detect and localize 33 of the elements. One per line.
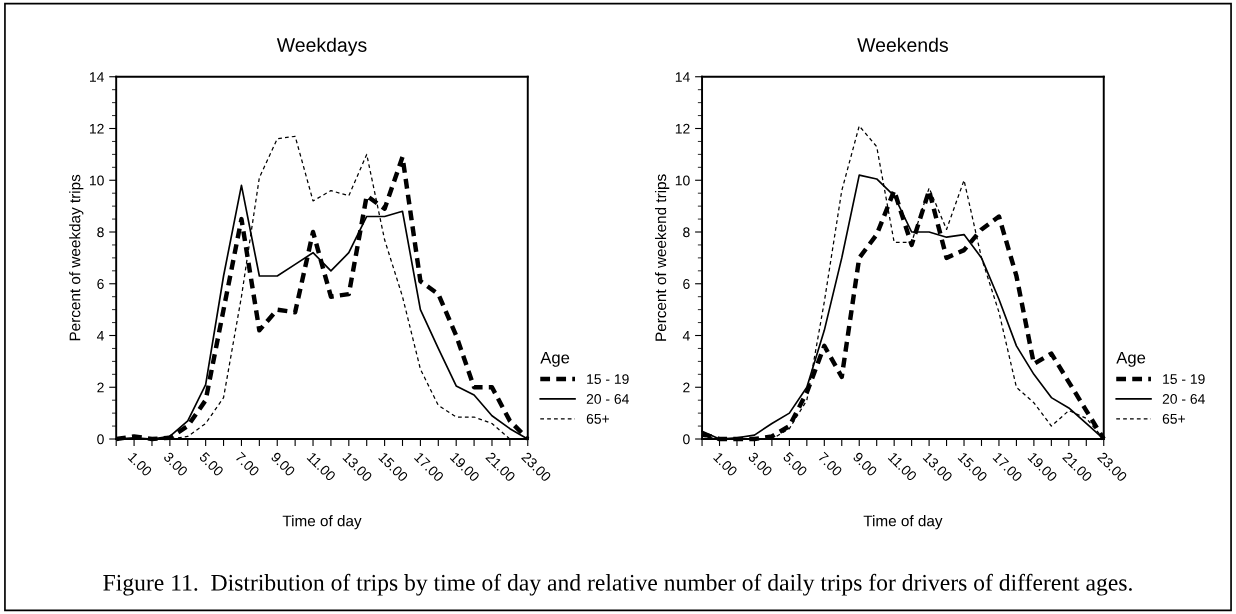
legend-label: 15 - 19 (1163, 374, 1205, 384)
y-tick-label: 6 (97, 279, 104, 289)
x-tick-label: 1.00 (127, 451, 153, 477)
chart-title: Weekdays (276, 37, 367, 56)
chart-title: Weekends (857, 37, 948, 52)
y-tick-label: 2 (683, 382, 690, 393)
y-tick-label: 8 (97, 227, 104, 238)
y-tick-label: 0 (97, 434, 104, 445)
legend-title: Age (540, 351, 570, 367)
y-tick-label: 6 (683, 279, 690, 289)
x-axis-title: Time of day (282, 515, 362, 530)
y-tick-label: 10 (675, 175, 690, 186)
y-tick-label: 14 (89, 72, 104, 82)
x-tick-label: 1.00 (713, 451, 738, 477)
y-tick-label: 12 (89, 123, 104, 134)
y-axis-title: Percent of weekday trips (69, 174, 84, 341)
legend-label: 20 - 64 (586, 394, 629, 404)
y-tick-label: 10 (89, 175, 104, 186)
y-tick-label: 0 (683, 434, 690, 445)
y-tick-label: 14 (675, 72, 690, 82)
y-tick-label: 4 (96, 330, 104, 341)
legend-label: 15 - 19 (587, 374, 629, 384)
legend-title: Age (1116, 351, 1146, 367)
y-tick-label: 12 (675, 123, 690, 134)
legend-label: 20 - 64 (1162, 394, 1205, 404)
y-tick-label: 2 (97, 382, 104, 393)
y-tick-label: 4 (682, 330, 690, 341)
caption: Figure 11. Distribution of trips by time of day and relative number of daily trips for drivers of different ages. (103, 573, 1132, 596)
y-tick-label: 8 (683, 227, 690, 238)
legend-label: 65+ (1162, 413, 1185, 424)
legend-label: 65+ (586, 413, 609, 424)
x-axis-title: Time of day (863, 515, 943, 530)
y-axis-title: Percent of weekend trips (655, 174, 670, 341)
